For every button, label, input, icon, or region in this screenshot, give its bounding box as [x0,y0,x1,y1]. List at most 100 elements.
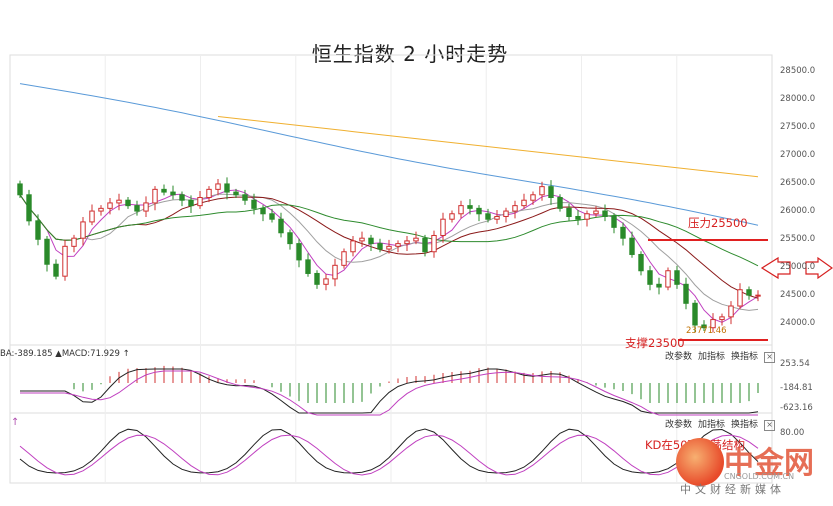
candle-body [17,183,23,196]
candle-body [683,283,689,304]
switch-indicator-button[interactable]: 换指标 [731,352,759,362]
macd-dif-line [20,368,759,414]
ma-line-magenta [19,189,759,323]
y-tick-label: 28500.0 [780,66,816,76]
candle-body [710,319,716,329]
candle-body [206,188,212,199]
candle-body [431,234,437,253]
y-tick-label: 26500.0 [780,178,816,188]
candle-body [647,270,653,285]
add-indicator-button[interactable]: 加指标 [698,352,726,362]
add-indicator-button[interactable]: 加指标 [698,420,726,430]
candle-body [665,270,671,288]
candle-body [197,197,203,207]
close-icon[interactable]: × [764,352,776,363]
candle-body [728,305,734,318]
candle-body [485,213,491,220]
candle-body [494,215,500,220]
candle-body [71,237,77,247]
candle-body [233,191,239,196]
candle-body [188,199,194,207]
candle-body [476,207,482,215]
candle-body [242,194,248,201]
logo-url: CNGOLD.COM.CN [724,472,795,481]
ma-line-green [19,194,759,267]
candle-body [422,237,428,253]
candle-body [638,253,644,272]
candle-body [629,237,635,255]
candle-body [98,207,104,212]
watermark-logo: 中金网 CNGOLD.COM.CN 中文财经新媒体 [672,434,832,504]
candle-body [179,194,185,201]
candle-body [719,316,725,321]
y-tick-label: 26000.0 [780,206,816,216]
change-params-button[interactable]: 改参数 [665,420,693,430]
kd-toolbar: 改参数 加指标 换指标 × [665,417,781,431]
kd-d-line [19,434,759,476]
kd-panel [19,428,759,476]
candle-body [593,210,599,215]
candle-body [557,197,563,209]
candle-body [368,237,374,245]
candle-body [296,243,302,261]
candle-body [134,205,140,212]
candle-body [548,186,554,199]
candle-body [575,215,581,220]
candle-body [44,238,50,265]
candle-body [359,237,365,242]
candle-body [125,199,131,207]
annotation-lines [648,239,768,341]
y-tick-label: 25000.0 [780,262,816,272]
ma-line-blue [19,83,759,226]
left-arrow-icon [760,256,791,280]
low-price-label: 23771.46 [686,326,727,336]
candle-body [746,289,752,296]
y-tick-label: 28000.0 [780,94,816,104]
y-tick-label: 25500.0 [780,234,816,244]
candle-body [152,188,158,204]
candle-body [323,278,329,285]
candle-body [224,183,230,193]
candle-body [251,199,257,209]
candle-body [62,245,68,277]
candle-body [116,199,122,204]
candle-body [53,263,59,277]
candle-body [701,324,707,329]
candle-body [584,213,590,220]
macd-axis-value: -184.81 [780,383,813,393]
y-tick-label: 27000.0 [780,150,816,160]
grid-lines [9,54,773,484]
resistance-label: 压力25500 [688,216,748,230]
kd-k-line [19,428,759,474]
close-icon[interactable]: × [764,420,776,431]
kd-header: ↑ [11,417,20,428]
candle-body [395,243,401,247]
candle-body [143,202,149,212]
switch-indicator-button[interactable]: 换指标 [731,420,759,430]
candle-body [314,272,320,285]
candlesticks [17,177,761,333]
candle-body [287,232,293,245]
candle-body [260,207,266,215]
change-params-button[interactable]: 改参数 [665,352,693,362]
macd-toolbar: 改参数 加指标 换指标 × [665,349,781,363]
candle-body [530,194,536,201]
macd-axis-value: -623.16 [780,403,813,413]
candle-body [269,213,275,220]
candle-body [503,210,509,217]
candle-body [80,221,86,239]
candle-body [350,240,356,253]
macd-panel [20,365,759,416]
candle-body [737,289,743,307]
logo-tagline: 中文财经新媒体 [680,483,785,496]
candle-body [602,210,608,217]
logo-brand: 中金网 [724,446,814,481]
candle-body [413,237,419,242]
candle-body [539,186,545,196]
candle-body [386,245,392,250]
candle-body [215,183,221,190]
candle-body [566,207,572,217]
y-tick-label: 27500.0 [780,122,816,132]
